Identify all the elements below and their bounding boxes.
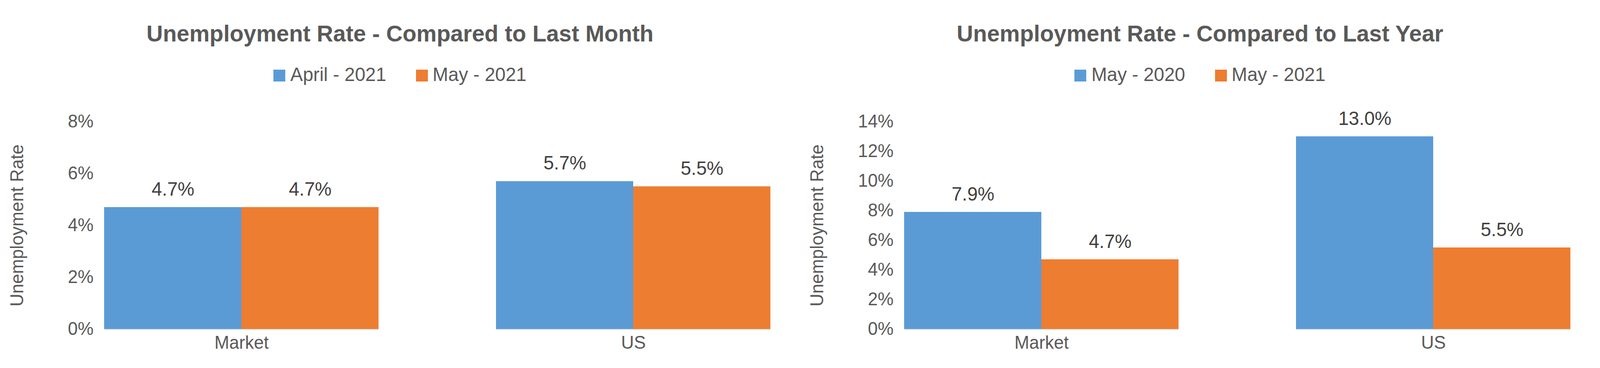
svg-text:2%: 2% (867, 288, 894, 309)
svg-text:Unemployment Rate: Unemployment Rate (6, 144, 28, 306)
svg-text:US: US (620, 332, 646, 353)
svg-text:5.5%: 5.5% (1480, 219, 1524, 240)
svg-text:US: US (1420, 332, 1446, 353)
html-text:May - 2021: May - 2021 (432, 63, 527, 85)
svg-text:6%: 6% (867, 229, 894, 250)
svg-text:14%: 14% (857, 111, 894, 132)
html-text:April - 2021: April - 2021 (290, 63, 387, 85)
svg-text:10%: 10% (857, 170, 894, 191)
svg-text:5.5%: 5.5% (680, 157, 724, 179)
svg-text:8%: 8% (867, 199, 894, 221)
svg-text:13.0%: 13.0% (1338, 108, 1392, 129)
svg-text:5.7%: 5.7% (543, 152, 587, 174)
svg-text:0%: 0% (67, 318, 94, 339)
svg-text:4%: 4% (67, 214, 94, 235)
svg-text:Unemployment Rate: Unemployment Rate (806, 144, 828, 306)
svg-text:4.7%: 4.7% (288, 178, 332, 200)
svg-text:8%: 8% (67, 111, 94, 132)
svg-text:4.7%: 4.7% (151, 178, 195, 200)
svg-text:12%: 12% (857, 140, 894, 161)
svg-text:Market: Market (214, 332, 269, 353)
html-text:Unemployment Rate - Compared t: Unemployment Rate - Compared to Last Mon… (146, 20, 654, 47)
svg-text:7.9%: 7.9% (951, 183, 995, 205)
html-text:Unemployment Rate - Compared t: Unemployment Rate - Compared to Last Yea… (956, 20, 1444, 47)
svg-text:Market: Market (1014, 332, 1069, 353)
svg-text:6%: 6% (67, 162, 94, 184)
svg-text:4.7%: 4.7% (1088, 230, 1132, 252)
html-text:May - 2021: May - 2021 (1231, 63, 1326, 85)
svg-text:0%: 0% (867, 318, 894, 339)
svg-text:4%: 4% (867, 259, 894, 280)
svg-text:2%: 2% (67, 266, 94, 287)
html-text:May - 2020: May - 2020 (1091, 63, 1186, 85)
